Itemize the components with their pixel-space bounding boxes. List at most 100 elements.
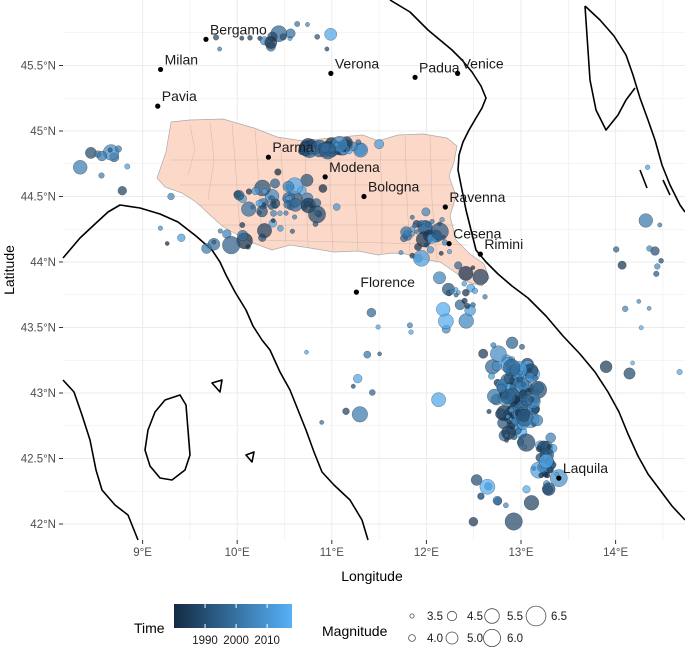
earthquake-point bbox=[274, 168, 282, 176]
earthquake-point bbox=[201, 243, 212, 254]
earthquake-point bbox=[453, 292, 459, 298]
time-legend: Time 1990 2000 2010 bbox=[134, 604, 292, 647]
earthquake-point bbox=[414, 229, 419, 234]
city-markers: Bergamo Milan Pavia Verona Padua Venice Parma M… bbox=[155, 21, 608, 481]
earthquake-point bbox=[292, 214, 298, 220]
earthquake-point bbox=[279, 33, 287, 41]
x-tick-label: 12°E bbox=[414, 547, 439, 559]
earthquake-point bbox=[283, 210, 289, 216]
earthquake-point bbox=[654, 263, 661, 270]
city-point bbox=[556, 475, 562, 481]
magnitude-key-label: 5.5 bbox=[507, 611, 523, 623]
earthquake-point bbox=[270, 198, 281, 209]
earthquake-point bbox=[124, 163, 131, 170]
earthquake-point bbox=[164, 241, 170, 246]
earthquake-point bbox=[345, 146, 351, 152]
earthquake-point bbox=[377, 351, 382, 357]
earthquake-point bbox=[491, 360, 503, 372]
earthquake-point bbox=[638, 213, 653, 228]
earthquake-point bbox=[439, 217, 445, 223]
earthquake-point bbox=[334, 142, 340, 148]
earthquake-point bbox=[270, 195, 275, 201]
earthquake-point bbox=[653, 270, 660, 277]
earthquake-point bbox=[433, 271, 446, 285]
earthquake-point bbox=[430, 222, 449, 241]
time-tick-label: 2000 bbox=[223, 635, 249, 647]
earthquake-point bbox=[264, 36, 278, 49]
y-tick-label: 43.5°N bbox=[21, 323, 56, 335]
earthquake-point bbox=[289, 228, 295, 234]
earthquake-point bbox=[520, 381, 526, 387]
x-axis-ticks: 9°E 10°E 11°E 12°E 13°E 14°E bbox=[133, 540, 628, 559]
earthquake-point bbox=[436, 302, 451, 317]
earthquake-point bbox=[424, 222, 431, 228]
earthquake-point bbox=[538, 453, 554, 469]
city-point bbox=[265, 154, 272, 160]
earthquake-point bbox=[496, 383, 507, 394]
x-tick-label: 13°E bbox=[508, 547, 533, 559]
earthquake-point bbox=[308, 205, 326, 224]
city-point bbox=[203, 36, 209, 42]
earthquake-point bbox=[504, 512, 523, 531]
y-tick-label: 42.5°N bbox=[21, 454, 56, 466]
earthquake-point bbox=[312, 221, 319, 227]
earthquake-point bbox=[167, 192, 175, 201]
earthquake-point bbox=[490, 345, 507, 363]
earthquake-point bbox=[644, 164, 651, 170]
earthquake-point bbox=[245, 188, 253, 195]
city-label: Bergamo bbox=[210, 21, 267, 37]
earthquake-point bbox=[117, 186, 127, 196]
earthquake-point bbox=[157, 225, 163, 231]
earthquake-point bbox=[495, 408, 507, 420]
earthquake-point bbox=[324, 27, 338, 41]
earthquake-point bbox=[461, 280, 468, 287]
earthquake-point bbox=[257, 223, 272, 239]
earthquake-point bbox=[471, 287, 479, 294]
earthquake-point bbox=[477, 493, 484, 500]
earthquake-point bbox=[408, 329, 414, 335]
earthquake-point bbox=[222, 236, 241, 255]
earthquake-point bbox=[623, 367, 636, 380]
earthquake-point bbox=[478, 348, 489, 359]
earthquake-point bbox=[107, 147, 113, 153]
earthquake-point bbox=[416, 221, 423, 227]
earthquake-point bbox=[256, 205, 268, 218]
x-tick-label: 11°E bbox=[320, 547, 345, 559]
earthquake-point bbox=[270, 178, 280, 189]
earthquake-point bbox=[520, 394, 533, 407]
earthquake-point bbox=[285, 28, 296, 39]
earthquake-point bbox=[409, 214, 415, 220]
earthquake-point bbox=[324, 46, 330, 52]
earthquake-point bbox=[369, 389, 376, 396]
magnitude-legend: Magnitude 3.5 4.0 4.5 5.0 5.5 6.0 6.5 bbox=[322, 605, 567, 648]
earthquake-point bbox=[305, 22, 310, 27]
earthquake-point bbox=[461, 297, 468, 304]
city-point bbox=[322, 174, 328, 180]
earthquake-point bbox=[523, 495, 540, 511]
earthquake-point bbox=[251, 186, 260, 196]
earthquake-point bbox=[319, 420, 325, 425]
earthquake-point bbox=[488, 372, 495, 380]
earthquake-point bbox=[525, 387, 531, 393]
earthquake-point bbox=[304, 349, 309, 355]
time-tick-label: 2010 bbox=[254, 635, 280, 647]
earthquake-point bbox=[261, 188, 268, 195]
earthquake-point bbox=[314, 33, 321, 40]
x-axis-title: Longitude bbox=[341, 568, 403, 584]
earthquake-point bbox=[503, 358, 521, 377]
city-point bbox=[446, 241, 452, 247]
earthquake-point bbox=[519, 343, 525, 350]
y-tick-label: 45.5°N bbox=[21, 61, 56, 73]
earthquake-point bbox=[270, 218, 276, 224]
city-label: Parma bbox=[272, 139, 313, 155]
earthquake-point bbox=[492, 495, 503, 506]
earthquake-point bbox=[622, 305, 629, 312]
earthquake-point bbox=[270, 210, 277, 217]
magnitude-key-label: 5.0 bbox=[467, 633, 483, 645]
earthquake-point bbox=[318, 184, 328, 193]
earthquake-point bbox=[351, 406, 368, 423]
earthquake-point bbox=[515, 428, 522, 435]
earthquake-point bbox=[413, 249, 430, 267]
earthquake-point bbox=[409, 231, 415, 237]
time-colorbar bbox=[174, 604, 292, 628]
